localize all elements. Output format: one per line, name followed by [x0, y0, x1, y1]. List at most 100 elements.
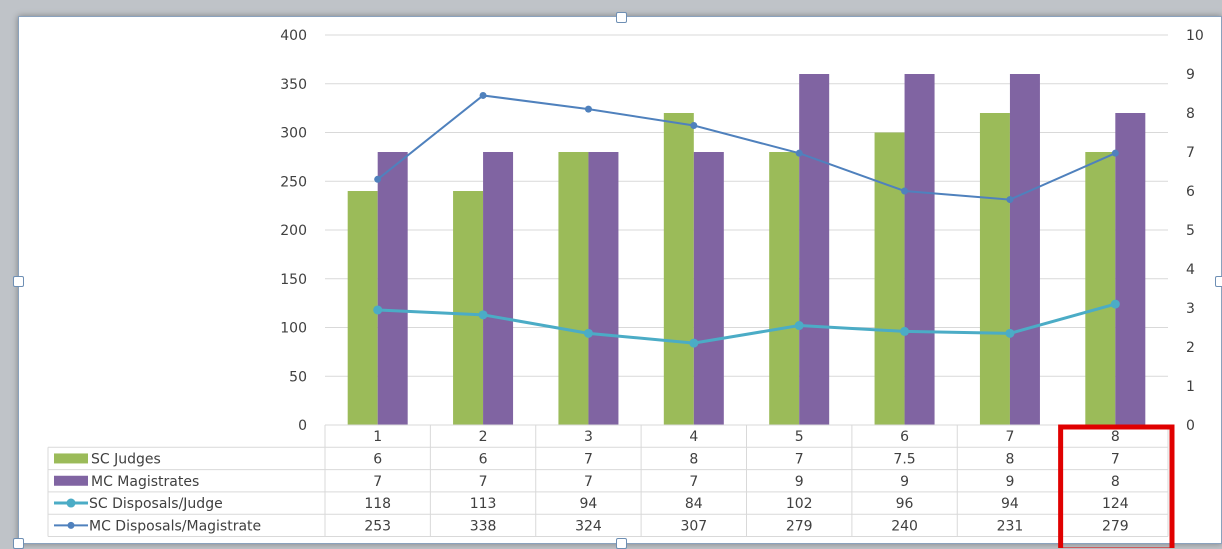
left-axis-tick-label: 300 [280, 126, 307, 142]
bar-mc-magistrates [693, 152, 724, 425]
data-table-value: 9 [1005, 474, 1014, 490]
bar-sc-judges [663, 113, 694, 425]
bar-mc-magistrates [588, 152, 619, 425]
data-table-value: 96 [896, 496, 914, 512]
data-table-value: 324 [575, 518, 602, 534]
bar-mc-magistrates [904, 74, 935, 425]
data-table-value: 8 [1111, 474, 1120, 490]
legend-key [54, 453, 88, 464]
category-label: 2 [479, 429, 488, 445]
point-mc-disposals-magistrate [901, 187, 909, 195]
data-table-value: 338 [470, 518, 497, 534]
data-table-value: 6 [479, 451, 488, 467]
line-mc-disposals-magistrate [377, 94, 1116, 201]
data-table-value: 7 [1111, 451, 1120, 467]
right-axis-tick-label: 0 [1186, 418, 1195, 434]
data-table-value: 8 [689, 451, 698, 467]
category-label: 7 [1005, 429, 1014, 445]
point-mc-disposals-magistrate [795, 149, 803, 157]
bar-sc-judges [874, 132, 905, 425]
data-table-value: 253 [364, 518, 391, 534]
bar-mc-magistrates [1115, 113, 1146, 425]
right-axis-tick-label: 2 [1186, 340, 1195, 356]
legend-key-marker [66, 498, 76, 508]
left-axis-tick-label: 400 [280, 28, 307, 44]
left-axis-tick-label: 250 [280, 174, 307, 190]
point-mc-disposals-magistrate [690, 121, 698, 129]
point-sc-disposals-judge [794, 321, 804, 331]
highlight-box [1058, 424, 1175, 548]
category-label: 5 [795, 429, 804, 445]
right-axis-tick-label: 3 [1186, 301, 1195, 317]
data-table-value: 7 [795, 451, 804, 467]
point-sc-disposals-judge [373, 305, 383, 315]
bar-mc-magistrates [483, 152, 514, 425]
right-axis-tick-label: 5 [1186, 223, 1195, 239]
point-sc-disposals-judge [583, 328, 593, 338]
data-table-value: 9 [900, 474, 909, 490]
legend-label: MC Disposals/Magistrate [89, 518, 261, 534]
left-axis-tick-label: 150 [280, 272, 307, 288]
data-table-value: 7.5 [893, 451, 915, 467]
bar-mc-magistrates [377, 152, 408, 425]
category-label: 8 [1111, 429, 1120, 445]
left-axis-tick-label: 200 [280, 223, 307, 239]
data-table-value: 240 [891, 518, 918, 534]
resize-handle-left[interactable] [13, 276, 24, 287]
point-sc-disposals-judge [900, 326, 910, 336]
data-table-value: 6 [373, 451, 382, 467]
data-table-value: 7 [584, 474, 593, 490]
point-sc-disposals-judge [689, 338, 699, 348]
data-table-value: 124 [1102, 496, 1129, 512]
resize-handle-top[interactable] [616, 12, 627, 23]
point-sc-disposals-judge [1005, 328, 1015, 338]
data-table-value: 307 [680, 518, 707, 534]
point-mc-disposals-magistrate [584, 105, 592, 113]
right-axis-tick-label: 1 [1186, 379, 1195, 395]
data-table-value: 279 [786, 518, 813, 534]
data-table-value: 7 [584, 451, 593, 467]
data-table-value: 102 [786, 496, 813, 512]
data-table-value: 113 [470, 496, 497, 512]
data-table-value: 279 [1102, 518, 1129, 534]
data-table-value: 84 [685, 496, 703, 512]
point-sc-disposals-judge [478, 310, 488, 320]
bar-sc-judges [769, 152, 800, 425]
category-label: 1 [373, 429, 382, 445]
data-table-value: 231 [997, 518, 1024, 534]
point-mc-disposals-magistrate [1111, 149, 1119, 157]
data-table-value: 8 [1005, 451, 1014, 467]
resize-handle-right[interactable] [1215, 276, 1222, 287]
bar-sc-judges [979, 113, 1010, 425]
right-axis-tick-label: 9 [1186, 67, 1195, 83]
category-label: 3 [584, 429, 593, 445]
legend-key [54, 475, 88, 486]
data-table-value: 7 [373, 474, 382, 490]
right-axis-tick-label: 8 [1186, 106, 1195, 122]
line-sc-disposals-judge [377, 302, 1116, 345]
right-axis-tick-label: 6 [1186, 184, 1195, 200]
left-axis-tick-label: 350 [280, 77, 307, 93]
left-axis-tick-label: 100 [280, 321, 307, 337]
legend-key-marker [67, 521, 75, 529]
legend-label: SC Judges [91, 451, 161, 467]
data-table-value: 94 [1001, 496, 1019, 512]
point-mc-disposals-magistrate [479, 91, 487, 99]
right-axis-tick-label: 7 [1186, 145, 1195, 161]
bar-sc-judges [453, 191, 484, 425]
category-label: 4 [689, 429, 698, 445]
bar-sc-judges [347, 191, 378, 425]
bar-sc-judges [558, 152, 589, 425]
point-mc-disposals-magistrate [1006, 196, 1014, 204]
right-axis-tick-label: 4 [1186, 262, 1195, 278]
bar-sc-judges [1085, 152, 1116, 425]
data-table-value: 94 [580, 496, 598, 512]
point-mc-disposals-magistrate [374, 175, 382, 183]
data-table-value: 7 [689, 474, 698, 490]
point-sc-disposals-judge [1110, 299, 1120, 309]
data-table-value: 118 [364, 496, 391, 512]
data-table-value: 9 [795, 474, 804, 490]
right-axis-tick-label: 10 [1186, 28, 1204, 44]
data-table-value: 7 [479, 474, 488, 490]
